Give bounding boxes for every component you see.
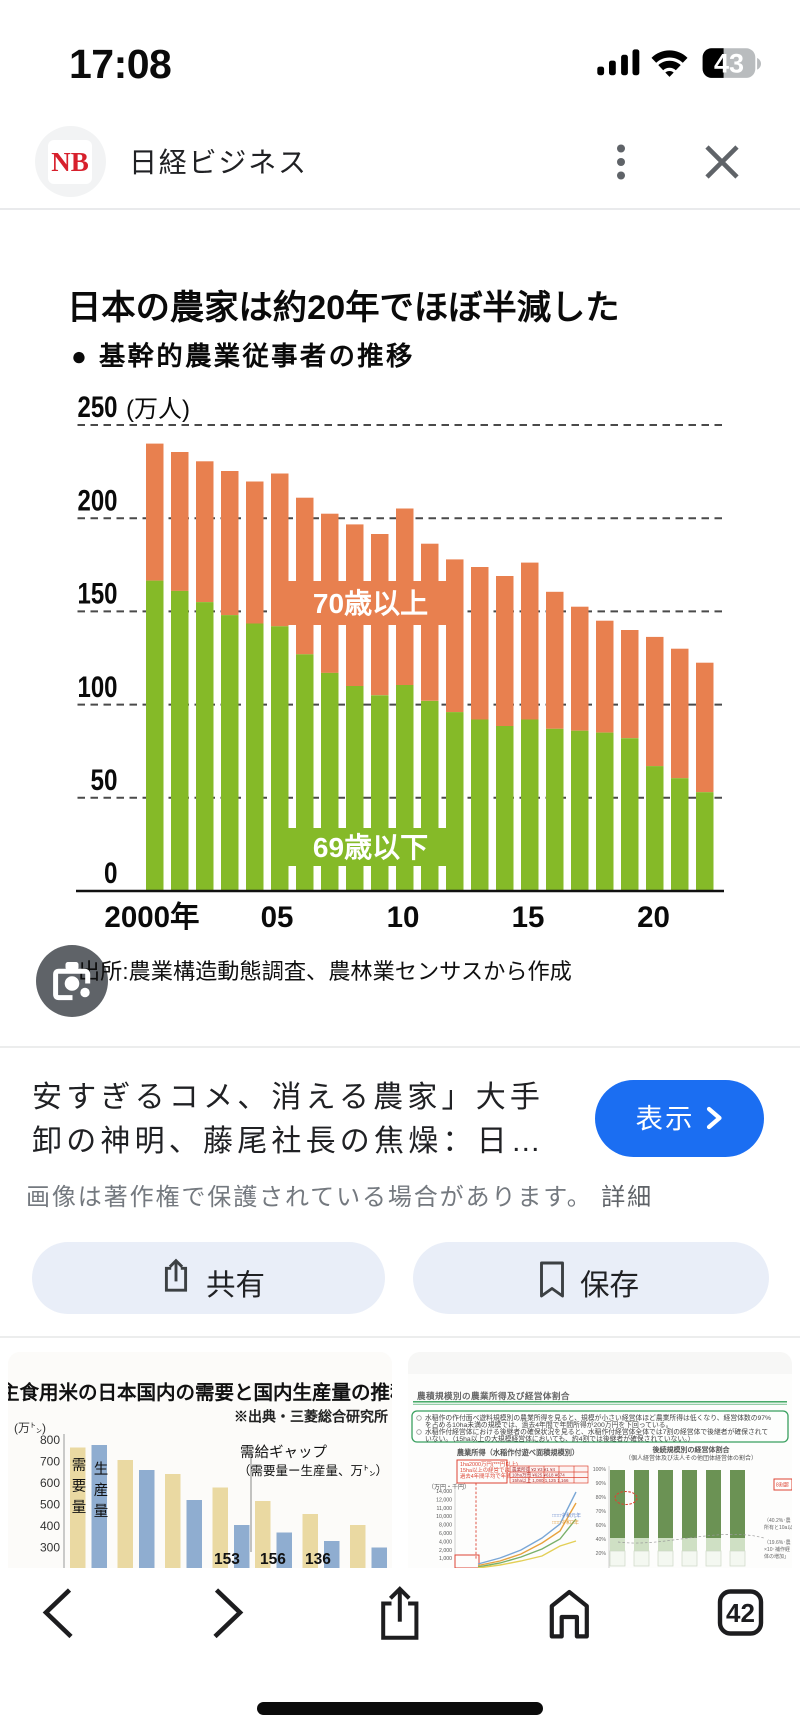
svg-text:80%: 80% <box>596 1495 607 1501</box>
svg-text:10,000: 10,000 <box>436 1514 452 1520</box>
svg-text:15: 15 <box>512 901 545 934</box>
svg-text:15ha以上 1,080 1,125 1,166: 15ha以上 1,080 1,125 1,166 <box>512 1477 569 1483</box>
svg-text:100: 100 <box>78 671 118 704</box>
svg-text:15ha以上の経営では、: 15ha以上の経営では、 <box>460 1466 515 1474</box>
svg-text:2,000: 2,000 <box>439 1548 452 1554</box>
svg-text:10: 10 <box>387 901 420 934</box>
svg-text:を占める10ha未満の規模では、過去4年間で年間所得が200: を占める10ha未満の規模では、過去4年間で年間所得が200万円を下回っている。 <box>425 1420 672 1429</box>
svg-text:水稲作の作付面べ遊料規模別の農業所得を見ると、規模が小さい経: 水稲作の作付面べ遊料規模別の農業所得を見ると、規模が小さい経営体ほど農業所得は低… <box>425 1413 771 1422</box>
svg-text:農業所得（水稲作付遊べ面積規模別）: 農業所得（水稲作付遊べ面積規模別） <box>457 1448 579 1457</box>
svg-text:100%: 100% <box>593 1467 607 1473</box>
svg-text:50: 50 <box>91 764 118 797</box>
svg-text:水稲作付経営体における後継者の確保状況を見ると、水稲作付経営: 水稲作付経営体における後継者の確保状況を見ると、水稲作付経営体全体では7割の経営… <box>425 1427 768 1436</box>
svg-text:43: 43 <box>714 49 744 79</box>
svg-text:90%: 90% <box>596 1481 607 1487</box>
svg-text:過去4年間平均で年間所: 過去4年間平均で年間所 <box>460 1472 518 1480</box>
svg-text:10ha万円 ¥625 ¥618 ¥674: 10ha万円 ¥625 ¥618 ¥674 <box>512 1473 565 1479</box>
svg-text:05: 05 <box>261 901 294 934</box>
svg-text:153: 153 <box>214 1551 240 1568</box>
svg-text:400: 400 <box>40 1519 60 1533</box>
svg-text:生: 生 <box>94 1461 109 1478</box>
svg-text:1,000: 1,000 <box>439 1556 452 1562</box>
svg-text:量: 量 <box>94 1504 109 1520</box>
svg-text:2000年: 2000年 <box>104 901 199 934</box>
svg-text:69歳以下: 69歳以下 <box>313 832 428 863</box>
svg-text:300: 300 <box>40 1541 60 1555</box>
svg-text:150: 150 <box>78 578 118 611</box>
svg-text:所有と10a以: 所有と10a以 <box>764 1524 792 1531</box>
svg-text:需給ギャップ: 需給ギャップ <box>240 1444 327 1461</box>
svg-text:60%: 60% <box>596 1523 607 1529</box>
svg-text:40%: 40% <box>596 1537 607 1543</box>
svg-text:×10･補作経: ×10･補作経 <box>764 1546 790 1553</box>
svg-text:200: 200 <box>78 484 118 517</box>
svg-text:農業所得 ¥2 ¥3 ¥1 ¥4: 農業所得 ¥2 ¥3 ¥1 ¥4 <box>512 1466 556 1473</box>
svg-text:いない。（15ha以上の大規模経営体においても、約4割では後: いない。（15ha以上の大規模経営体においても、約4割では後継者が確保されていな… <box>425 1434 694 1443</box>
svg-text:8,000: 8,000 <box>439 1523 452 1529</box>
svg-text:（個人経営体及び法人その他団体経営体の割合）: （個人経営体及び法人その他団体経営体の割合） <box>625 1454 757 1462</box>
svg-text:後続規模別の経営体割合: 後続規模別の経営体割合 <box>652 1445 731 1454</box>
svg-text:主食用米の日本国内の需要と国内生産量の推移: 主食用米の日本国内の需要と国内生産量の推移 <box>8 1381 392 1404</box>
svg-text:産: 産 <box>94 1482 109 1499</box>
svg-text:600: 600 <box>40 1476 60 1490</box>
svg-text:250: 250 <box>78 391 118 424</box>
svg-text:42: 42 <box>726 1598 755 1628</box>
svg-text:4,000: 4,000 <box>439 1539 452 1545</box>
svg-text:8割超: 8割超 <box>776 1482 789 1489</box>
svg-text:800: 800 <box>40 1433 60 1447</box>
svg-text:需: 需 <box>72 1457 87 1474</box>
svg-text:（万円・千円）: （万円・千円） <box>428 1483 470 1491</box>
svg-text:700: 700 <box>40 1455 60 1469</box>
svg-text:※出典・三菱総合研究所: ※出典・三菱総合研究所 <box>234 1409 388 1425</box>
svg-text:70%: 70% <box>596 1509 607 1515</box>
svg-text:（需要量ー生産量、万㌧）: （需要量ー生産量、万㌧） <box>238 1463 388 1478</box>
svg-text:136: 136 <box>305 1551 331 1568</box>
svg-text:量: 量 <box>72 1500 87 1516</box>
svg-text:20%: 20% <box>596 1551 607 1557</box>
svg-text:20: 20 <box>637 901 670 934</box>
svg-text:（40.2%･農: （40.2%･農 <box>764 1517 791 1524</box>
svg-text:農積規模別の農業所得及び経営体割合: 農積規模別の農業所得及び経営体割合 <box>417 1390 570 1401</box>
svg-text:□□□令和元年: □□□令和元年 <box>552 1512 581 1519</box>
svg-text:(万人): (万人) <box>126 396 190 423</box>
svg-text:11,000: 11,000 <box>437 1506 453 1512</box>
svg-text:156: 156 <box>260 1551 286 1568</box>
svg-text:(万㌧): (万㌧) <box>14 1421 46 1435</box>
svg-text:70歳以上: 70歳以上 <box>313 588 428 619</box>
svg-text:体の増加」: 体の増加」 <box>764 1553 789 1560</box>
svg-text:500: 500 <box>40 1498 60 1512</box>
svg-text:6,000: 6,000 <box>439 1531 452 1537</box>
svg-text:□□□令和2年: □□□令和2年 <box>552 1519 579 1526</box>
svg-text:12,000: 12,000 <box>436 1497 452 1503</box>
svg-text:0: 0 <box>104 857 118 890</box>
svg-text:（19.6%･農: （19.6%･農 <box>764 1539 791 1546</box>
svg-text:14,000: 14,000 <box>436 1489 452 1495</box>
svg-text:1ha2000万円(***円以上): 1ha2000万円(***円以上) <box>460 1460 518 1468</box>
svg-text:要: 要 <box>72 1479 87 1495</box>
